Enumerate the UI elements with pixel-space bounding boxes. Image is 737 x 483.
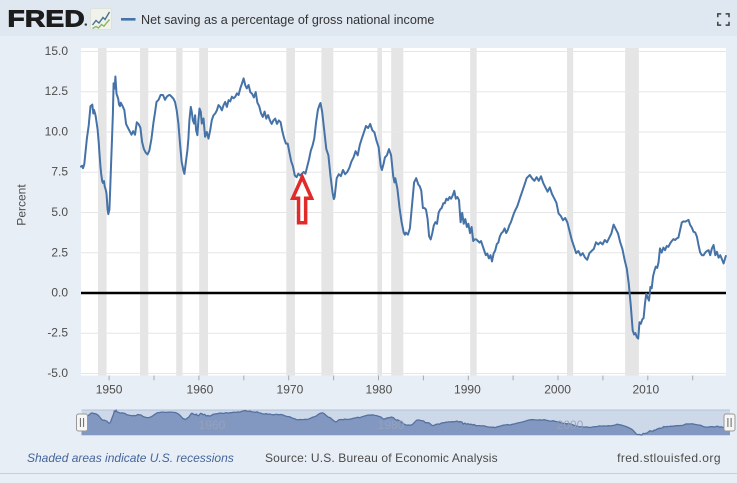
svg-text:5.0: 5.0 (51, 205, 68, 219)
svg-text:1950: 1950 (96, 383, 123, 397)
svg-text:2000: 2000 (557, 418, 584, 432)
svg-text:FRED: FRED (8, 7, 85, 32)
svg-text:1960: 1960 (199, 418, 226, 432)
svg-text:15.0: 15.0 (45, 44, 69, 58)
svg-text:12.5: 12.5 (45, 84, 69, 98)
svg-text:7.5: 7.5 (51, 165, 68, 179)
svg-text:fred.stlouisfed.org: fred.stlouisfed.org (617, 451, 721, 465)
svg-text:-2.5: -2.5 (47, 326, 68, 340)
svg-text:Percent: Percent (15, 184, 29, 226)
svg-text:1970: 1970 (277, 383, 304, 397)
svg-text:-5.0: -5.0 (47, 366, 68, 380)
svg-text:Net saving as a percentage of: Net saving as a percentage of gross nati… (141, 13, 434, 27)
svg-text:2010: 2010 (632, 383, 659, 397)
svg-text:2000: 2000 (544, 383, 571, 397)
svg-text:1980: 1980 (378, 418, 405, 432)
svg-text:2.5: 2.5 (51, 245, 68, 259)
svg-text:0.0: 0.0 (51, 286, 68, 300)
svg-text:1980: 1980 (366, 383, 393, 397)
svg-text:10.0: 10.0 (45, 125, 69, 139)
svg-text:1960: 1960 (187, 383, 214, 397)
svg-text:Source: U.S. Bureau of Economi: Source: U.S. Bureau of Economic Analysis (265, 451, 498, 465)
svg-text:Shaded areas indicate U.S. rec: Shaded areas indicate U.S. recessions (27, 451, 234, 465)
svg-text:1990: 1990 (454, 383, 481, 397)
